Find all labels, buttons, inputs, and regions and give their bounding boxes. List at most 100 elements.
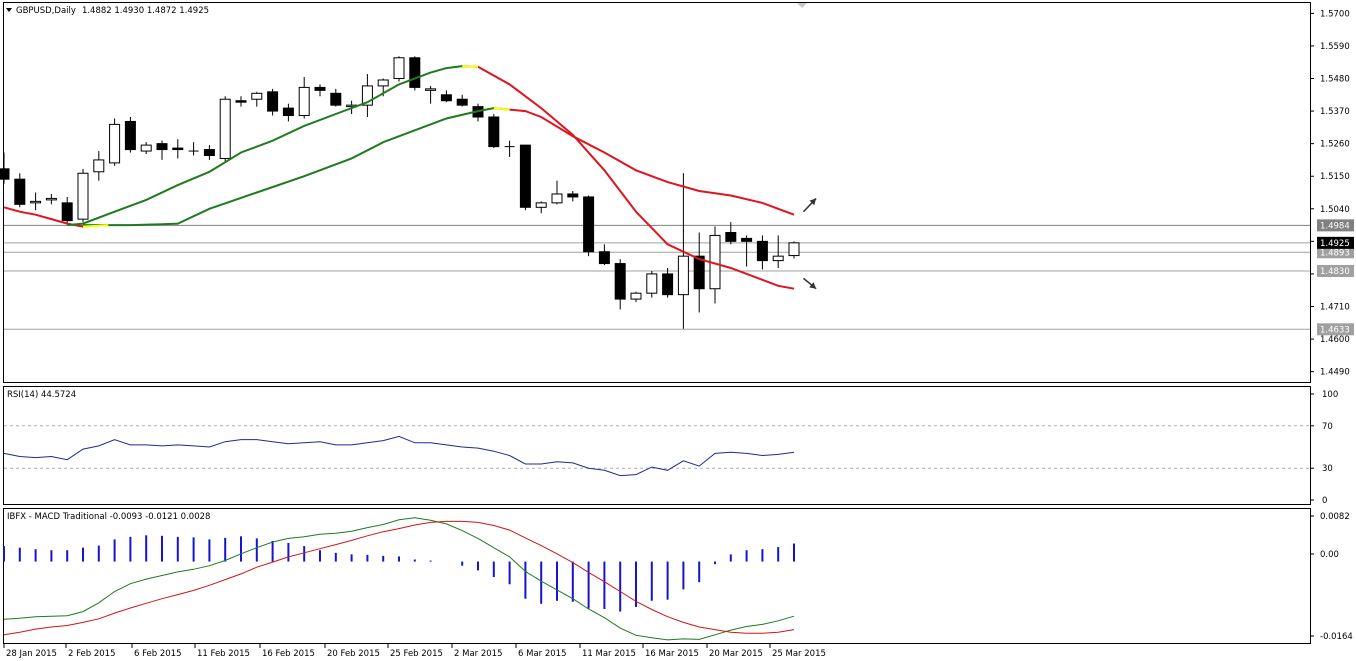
macd-panel-frame (3, 508, 1311, 644)
price-tick-label: 1.5260 (1320, 140, 1350, 150)
macd-signal-line (3, 520, 795, 636)
scroll-marker-icon[interactable] (797, 3, 807, 8)
level-price-badge (1317, 323, 1354, 336)
ma-red-fast-line (477, 65, 795, 290)
candle (598, 244, 610, 266)
candle-body-bear (235, 100, 247, 103)
candle (235, 96, 247, 107)
candle (361, 74, 373, 117)
candle (14, 173, 26, 208)
candle (330, 88, 342, 107)
candle-body-bear (282, 107, 294, 117)
candle (440, 90, 452, 103)
candle (646, 270, 658, 298)
candle-body-bull (630, 292, 642, 300)
candle-body-bull (425, 88, 437, 91)
time-axis: 28 Jan 2015 2 Feb 2015 6 Feb 2015 11 Feb 20… (3, 644, 826, 659)
candle (614, 259, 626, 310)
ohlc-header: 1.4882 1.4930 1.4872 1.4925 (82, 6, 209, 16)
candle (203, 145, 215, 160)
candle-body-bear (662, 273, 674, 296)
time-tick-label: 20 Mar 2015 (709, 649, 763, 659)
candle-body-bear (567, 193, 579, 198)
price-tick-label: 1.5370 (1320, 107, 1350, 117)
candle (772, 235, 784, 269)
candle (693, 232, 705, 313)
candle-body-bull (377, 79, 389, 87)
candle (0, 152, 10, 184)
candle (61, 196, 73, 224)
candle-body-bull (788, 242, 800, 257)
price-tick-label: 1.4490 (1320, 368, 1350, 378)
time-tick-label: 2 Feb 2015 (68, 649, 116, 659)
candle-body-bear (203, 149, 215, 156)
candle (77, 168, 89, 223)
candle-body-bear (124, 120, 136, 151)
ma-slow-line (83, 107, 510, 227)
candle (519, 144, 531, 211)
candle-body-bull (219, 98, 231, 159)
candle-body-bull (677, 255, 689, 296)
time-tick-label: 16 Mar 2015 (645, 649, 699, 659)
candle-body-bull (140, 144, 152, 152)
candle-body-bull (109, 123, 121, 164)
rsi-panel-frame (3, 386, 1311, 505)
candle-body-bull (30, 200, 42, 204)
macd-tick-label: 0.0082 (1320, 512, 1350, 522)
price-tick-label: 1.4710 (1320, 302, 1350, 312)
candle-body-bear (598, 251, 610, 265)
candle (788, 241, 800, 259)
level-price-label: 1.4984 (1320, 221, 1350, 231)
rsi-tick-label: 0 (1322, 496, 1327, 506)
candle (488, 114, 500, 149)
candle-body-bear (267, 91, 279, 112)
ma-red-slow-line (509, 108, 795, 216)
candle (298, 77, 310, 119)
candle (45, 193, 57, 205)
price-tick-label: 1.5150 (1320, 172, 1350, 182)
candle-body-bull (393, 57, 405, 80)
candle (314, 84, 326, 97)
ma-fast-line (67, 65, 479, 227)
candle-body-bull (772, 255, 784, 262)
time-tick-label: 6 Mar 2015 (518, 649, 566, 659)
level-price-label: 1.4830 (1320, 267, 1350, 277)
rsi-tick-label: 70 (1322, 422, 1333, 432)
chart-menu-triangle-icon[interactable] (6, 8, 12, 12)
candle-body-bear (156, 143, 168, 151)
price-axis: 1.5700 1.5590 1.5480 1.5370 1.5260 1.5150 1.50… (1310, 9, 1354, 378)
candle-body-bull (93, 159, 105, 173)
time-tick-label: 20 Feb 2015 (327, 649, 380, 659)
ma-fast-highlight (462, 65, 479, 68)
horizontal-levels (4, 224, 1310, 330)
candle-body-bear (440, 94, 452, 102)
candle (93, 151, 105, 181)
rsi-tick-label: 30 (1322, 464, 1333, 474)
candle (741, 235, 753, 267)
candle (267, 88, 279, 116)
candle (156, 140, 168, 160)
candle-body-bear (519, 144, 531, 208)
current-price-label: 1.4925 (1320, 239, 1350, 249)
candle-body-bear (409, 57, 421, 88)
candle-body-bull (535, 202, 547, 208)
candle-body-bear (456, 98, 468, 106)
trend-arrow-up-icon (802, 197, 817, 213)
macd-tick-label: -0.0164 (1320, 632, 1353, 642)
candle (172, 139, 184, 159)
symbol-label: GBPUSD (16, 6, 52, 16)
candle-body-bear (61, 202, 73, 222)
rsi-title: RSI(14) 44.5724 (7, 390, 76, 400)
candle-body-bull (45, 197, 57, 201)
candle-body-bear (0, 168, 10, 180)
candle-body-bear (314, 86, 326, 91)
price-tick-label: 1.5700 (1320, 9, 1350, 19)
arrow-head (809, 282, 817, 289)
level-price-badge (1317, 219, 1354, 232)
candle-body-bear (693, 255, 705, 290)
time-tick-label: 25 Feb 2015 (390, 649, 443, 659)
candle-body-bull (361, 85, 373, 106)
candle (662, 268, 674, 298)
candle (551, 180, 563, 205)
